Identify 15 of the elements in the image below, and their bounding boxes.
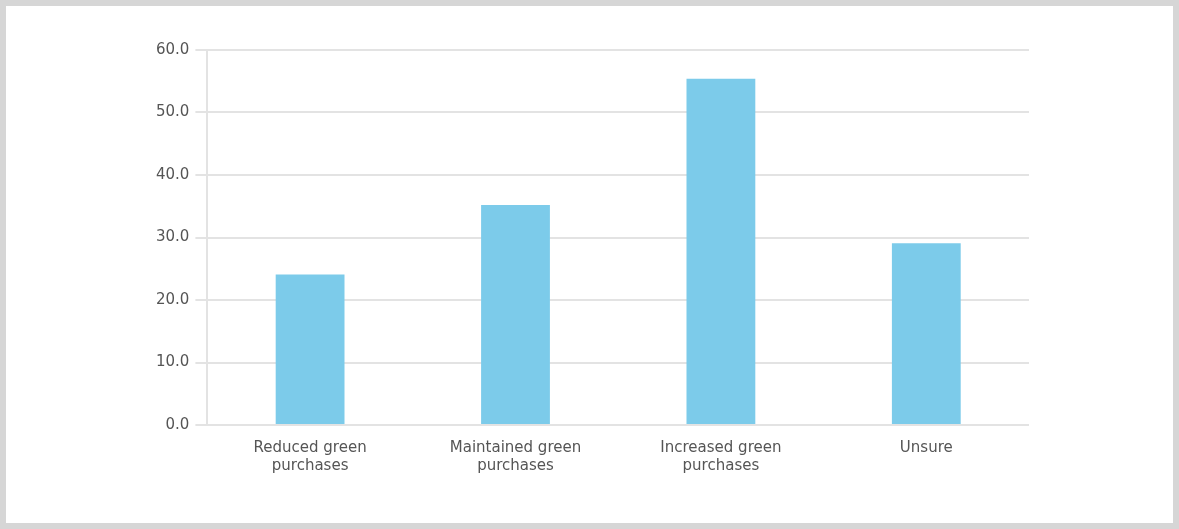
- y-tick-label: 50.0: [155, 102, 190, 121]
- bar: [891, 243, 961, 424]
- bar: [275, 274, 345, 424]
- x-tick-label: Unsure: [899, 437, 953, 456]
- bar: [481, 205, 550, 424]
- y-tick-label: 60.0: [155, 39, 190, 58]
- x-tick-label: Reduced green purchases: [253, 437, 367, 474]
- bar: [686, 78, 756, 424]
- y-tick-label: 20.0: [155, 289, 190, 308]
- y-tick-label: 0.0: [165, 414, 190, 433]
- x-tick-label: Increased green purchases: [660, 437, 782, 474]
- y-tick-label: 30.0: [155, 227, 190, 246]
- y-tick-label: 40.0: [155, 164, 190, 183]
- x-tick-label: Maintained green purchases: [449, 437, 582, 474]
- y-tick-label: 10.0: [155, 352, 190, 371]
